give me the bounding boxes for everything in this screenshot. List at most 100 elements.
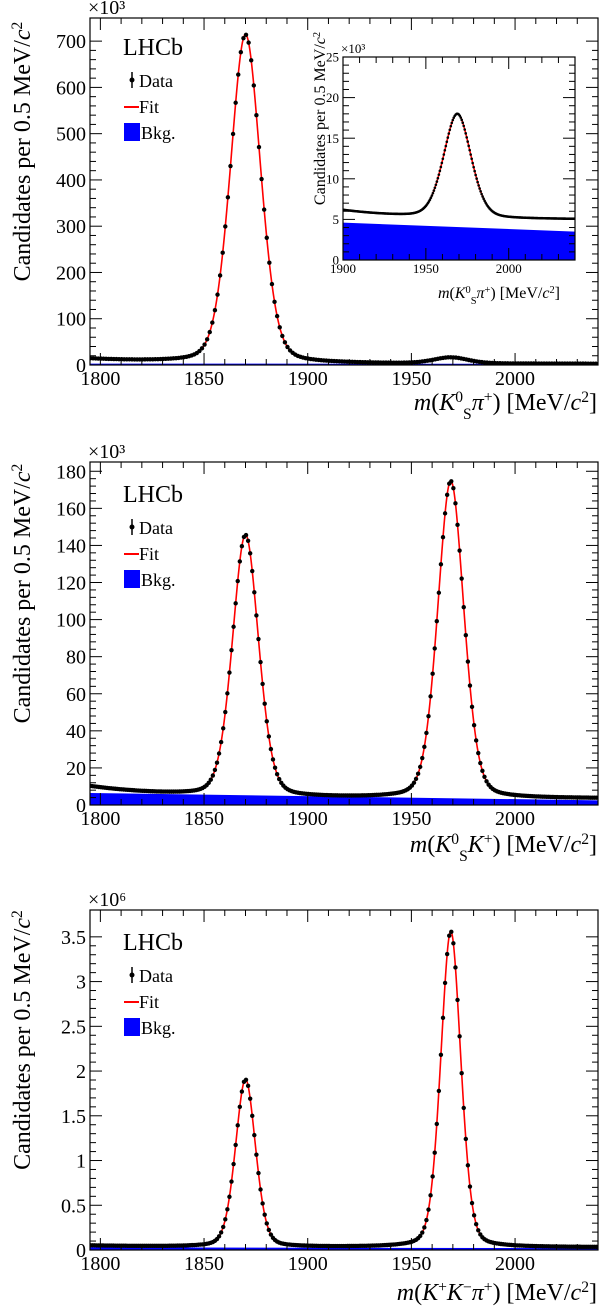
data-point [470,157,473,161]
data-point [440,1015,446,1021]
label-part: ) [MeV/ [493,390,571,416]
data-point [422,1225,427,1230]
data-point [216,751,222,756]
x-tick-label: 1850 [184,368,224,390]
data-point [233,100,238,105]
y-exponent-label: ×10³ [88,441,125,463]
data-point [239,543,245,549]
data-point [448,128,452,132]
data-point [260,681,265,687]
y-exponent-label: ×10³ [341,41,365,56]
x-tick-label: 1800 [80,808,120,830]
label-part: 0 [455,389,463,406]
data-point [444,951,450,957]
y-tick-label: 300 [56,216,86,238]
legend-data-marker [129,972,135,978]
data-point [256,636,261,642]
data-point [431,191,435,195]
data-point [453,965,458,970]
label-part: c [10,471,36,482]
x-tick-label: 1950 [391,368,431,390]
data-point [432,189,436,192]
legend-bkg-marker [124,123,140,141]
data-point [221,726,226,731]
data-point [447,132,451,135]
data-point [467,683,473,688]
y-tick-label: 10 [326,171,339,186]
x-tick-label: 2000 [495,368,535,390]
data-point [204,337,210,342]
data-point [441,157,445,161]
y-exponent-label: ×10³ [88,0,125,19]
data-point [269,281,275,287]
data-point [243,532,249,538]
experiment-label: LHCb [123,35,183,61]
data-point [438,562,444,567]
data-point [449,479,454,484]
data-point [451,486,456,491]
data-point [212,767,218,773]
data-point [264,1221,269,1226]
data-point [413,776,419,782]
y-tick-label: 3.5 [61,927,86,949]
data-point [250,1113,255,1119]
label-part: ( [427,832,435,858]
data-point [216,1234,222,1239]
data-point [262,701,267,706]
legend-data-marker [129,524,135,530]
legend-bkg-label: Bkg. [141,570,176,590]
data-point [446,136,450,139]
label-part: π [476,285,485,302]
x-tick-label: 1850 [184,808,224,830]
y-tick-label: 2.5 [61,1016,86,1038]
data-point [432,1150,437,1155]
data-point [426,1207,431,1212]
data-point [594,1244,598,1250]
experiment-label: LHCb [123,482,183,508]
data-point [202,342,207,347]
data-point [460,118,464,122]
data-point [210,773,216,778]
data-point [478,760,483,766]
data-point [285,344,290,350]
data-point [277,776,282,782]
data-point [453,501,458,506]
legend-bkg-marker [124,1018,140,1036]
data-point [270,757,276,762]
data-point [463,632,469,638]
label-part: 0 [466,285,471,296]
y-tick-label: 15 [326,131,339,146]
background-band [90,792,598,805]
label-part: π [472,390,485,416]
y-tick-label: 600 [56,77,86,99]
label-part: K [467,832,486,858]
label-part: ) [MeV/ [493,832,571,858]
data-point [440,535,446,540]
label-part: K [434,832,453,858]
label-part: 2 [9,464,26,472]
data-point [215,292,220,297]
data-point [471,1213,477,1218]
data-point [256,144,262,150]
data-point [465,659,471,664]
data-point [264,235,269,240]
y-tick-label: 0 [333,253,340,268]
data-point [465,1163,471,1168]
data-point [459,116,463,119]
data-point [238,49,244,55]
data-point [476,750,481,756]
data-point [223,709,228,715]
data-point [480,768,485,774]
data-point [442,980,448,986]
x-axis-label: m(K+K−π+) [MeV/c2] [397,1279,597,1307]
data-point [262,1212,267,1217]
data-point [434,1121,439,1127]
label-part: ] [589,390,597,416]
data-point [261,207,267,212]
data-point [442,153,446,156]
y-tick-label: 25 [326,50,339,65]
label-part: + [484,389,493,406]
data-point [469,704,475,710]
data-point [241,35,246,41]
